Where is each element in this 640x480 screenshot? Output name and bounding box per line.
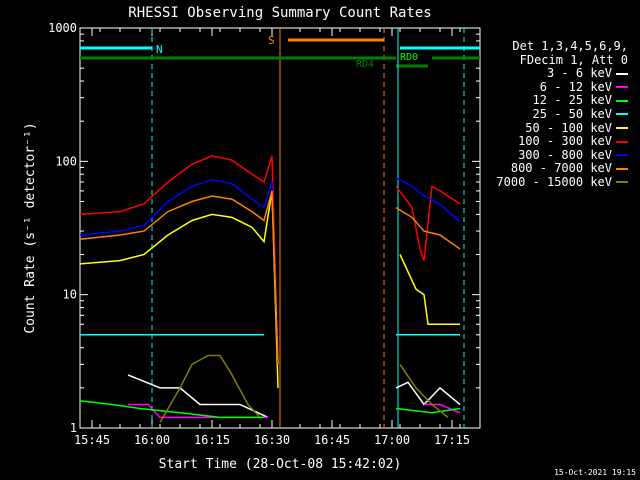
legend-swatch: [616, 72, 628, 75]
legend-entries: 3 - 6 keV 6 - 12 keV 12 - 25 keV 25 - 50 ke…: [496, 66, 628, 190]
legend-entry-label: 7000 - 15000 keV: [496, 174, 612, 189]
legend-header-1: Det 1,3,4,5,6,9,: [512, 39, 628, 53]
series-line-6: [79, 155, 279, 365]
series-line-8: [79, 190, 279, 365]
flag-rd4-label: RD4: [356, 59, 374, 70]
legend-entry-label: 300 - 800 keV: [518, 147, 612, 162]
legend-entry-label: 12 - 25 keV: [532, 93, 612, 108]
series-line-7: [79, 178, 279, 365]
legend-entry: 7000 - 15000 keV: [496, 174, 628, 190]
generated-timestamp: 15-Oct-2021 19:15: [554, 468, 636, 477]
legend-entry-label: 25 - 50 keV: [532, 106, 612, 121]
legend-swatch: [616, 167, 628, 170]
legend-entry: 800 - 7000 keV: [496, 162, 628, 176]
x-tick-label: 16:15: [194, 433, 230, 447]
axis-ticks: 15:45 16:00 16:15 16:30 16:45 17:00 17:15 1 10 10…: [48, 21, 481, 447]
series-line-9: [159, 354, 261, 423]
series-line-5: [399, 254, 460, 325]
x-tick-label: 16:30: [254, 433, 290, 447]
legend-swatch: [616, 154, 628, 157]
x-tick-label: 15:45: [74, 433, 110, 447]
y-axis-label: Count Rate (s⁻¹ detector⁻¹): [23, 122, 38, 333]
legend-entry: 50 - 100 keV: [496, 120, 628, 136]
x-axis-label: Start Time (28-Oct-08 15:42:02): [159, 457, 402, 472]
legend-entry: 6 - 12 keV: [496, 79, 628, 95]
y-tick-label: 10: [63, 288, 77, 302]
series-line-6: [395, 185, 461, 261]
legend-entry: 25 - 50 keV: [496, 106, 628, 122]
y-tick-label: 1000: [48, 21, 77, 35]
flag-n-label: N: [156, 43, 163, 56]
legend-entry: 12 - 25 keV: [496, 94, 628, 108]
legend-entry: 100 - 300 keV: [496, 134, 628, 149]
legend-entry: 3 - 6 keV: [496, 66, 628, 81]
legend-entry-label: 800 - 7000 keV: [510, 161, 612, 176]
series-line-1: [127, 374, 269, 419]
legend-entry: 300 - 800 keV: [496, 147, 628, 163]
legend-header-2: FDecim 1, Att 0: [519, 52, 628, 67]
x-tick-label: 17:00: [374, 433, 410, 447]
series-line-3: [79, 400, 264, 419]
series-line-8: [395, 206, 461, 250]
legend-swatch: [616, 181, 628, 184]
series-line-7: [395, 177, 461, 223]
legend-entry-label: 100 - 300 keV: [518, 134, 612, 149]
series-line-5: [79, 190, 279, 388]
legend-entry-label: 3 - 6 keV: [546, 66, 612, 81]
series-line-3: [395, 407, 461, 414]
chart-title: RHESSI Observing Summary Count Rates: [128, 5, 431, 21]
legend-entry-label: 50 - 100 keV: [525, 120, 612, 135]
x-tick-label: 16:00: [134, 433, 170, 447]
legend-swatch: [616, 113, 628, 116]
flag-bars: N S RD4 RD0: [80, 28, 480, 428]
flag-s-label: S: [268, 34, 275, 47]
flag-rd0-label: RD0: [400, 52, 418, 63]
y-tick-label: 1: [70, 421, 77, 435]
legend-entry-label: 6 - 12 keV: [539, 79, 612, 94]
x-tick-label: 17:15: [434, 433, 470, 447]
legend-swatch: [616, 86, 628, 89]
x-tick-label: 16:45: [314, 433, 350, 447]
legend: Det 1,3,4,5,6,9, FDecim 1, Att 0 3 - 6 k…: [496, 39, 628, 190]
legend-swatch: [616, 140, 628, 143]
legend-swatch: [616, 127, 628, 130]
series-line-9: [399, 363, 449, 418]
legend-swatch: [616, 99, 628, 102]
y-tick-label: 100: [55, 154, 77, 168]
series-group: [79, 155, 461, 423]
